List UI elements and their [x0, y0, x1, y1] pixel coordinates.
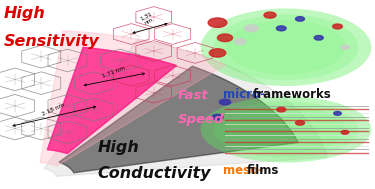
- Ellipse shape: [213, 14, 358, 80]
- Circle shape: [296, 121, 304, 125]
- Circle shape: [314, 36, 323, 40]
- Text: films: films: [247, 164, 279, 177]
- Circle shape: [264, 12, 276, 18]
- Circle shape: [334, 112, 341, 115]
- Circle shape: [277, 107, 286, 112]
- Circle shape: [276, 26, 286, 31]
- Ellipse shape: [201, 9, 371, 86]
- Circle shape: [208, 18, 227, 27]
- Text: meso-: meso-: [223, 164, 263, 177]
- Circle shape: [341, 130, 349, 134]
- Ellipse shape: [226, 106, 346, 153]
- Ellipse shape: [201, 96, 371, 163]
- Circle shape: [244, 25, 258, 32]
- Circle shape: [209, 49, 226, 57]
- Text: 1.71 nm: 1.71 nm: [101, 66, 126, 79]
- Text: frameworks: frameworks: [253, 88, 332, 101]
- Polygon shape: [59, 66, 298, 173]
- Text: 2.18 nm: 2.18 nm: [41, 102, 65, 117]
- Ellipse shape: [226, 20, 346, 74]
- Polygon shape: [44, 39, 327, 176]
- Circle shape: [296, 17, 304, 21]
- Text: High: High: [4, 6, 45, 21]
- Text: Speed: Speed: [178, 113, 225, 126]
- Circle shape: [234, 39, 246, 44]
- Polygon shape: [40, 31, 225, 166]
- Text: Sensitivity: Sensitivity: [4, 34, 99, 49]
- Text: High: High: [98, 140, 139, 155]
- Circle shape: [219, 99, 231, 105]
- Circle shape: [333, 24, 342, 29]
- Text: 1.31
nm: 1.31 nm: [139, 11, 156, 27]
- Text: Conductivity: Conductivity: [98, 166, 211, 181]
- Circle shape: [217, 34, 232, 42]
- Text: Fast: Fast: [178, 89, 209, 102]
- Circle shape: [341, 45, 349, 49]
- Polygon shape: [47, 47, 177, 154]
- Text: micro-: micro-: [223, 88, 265, 101]
- Ellipse shape: [213, 101, 358, 158]
- Circle shape: [212, 114, 223, 120]
